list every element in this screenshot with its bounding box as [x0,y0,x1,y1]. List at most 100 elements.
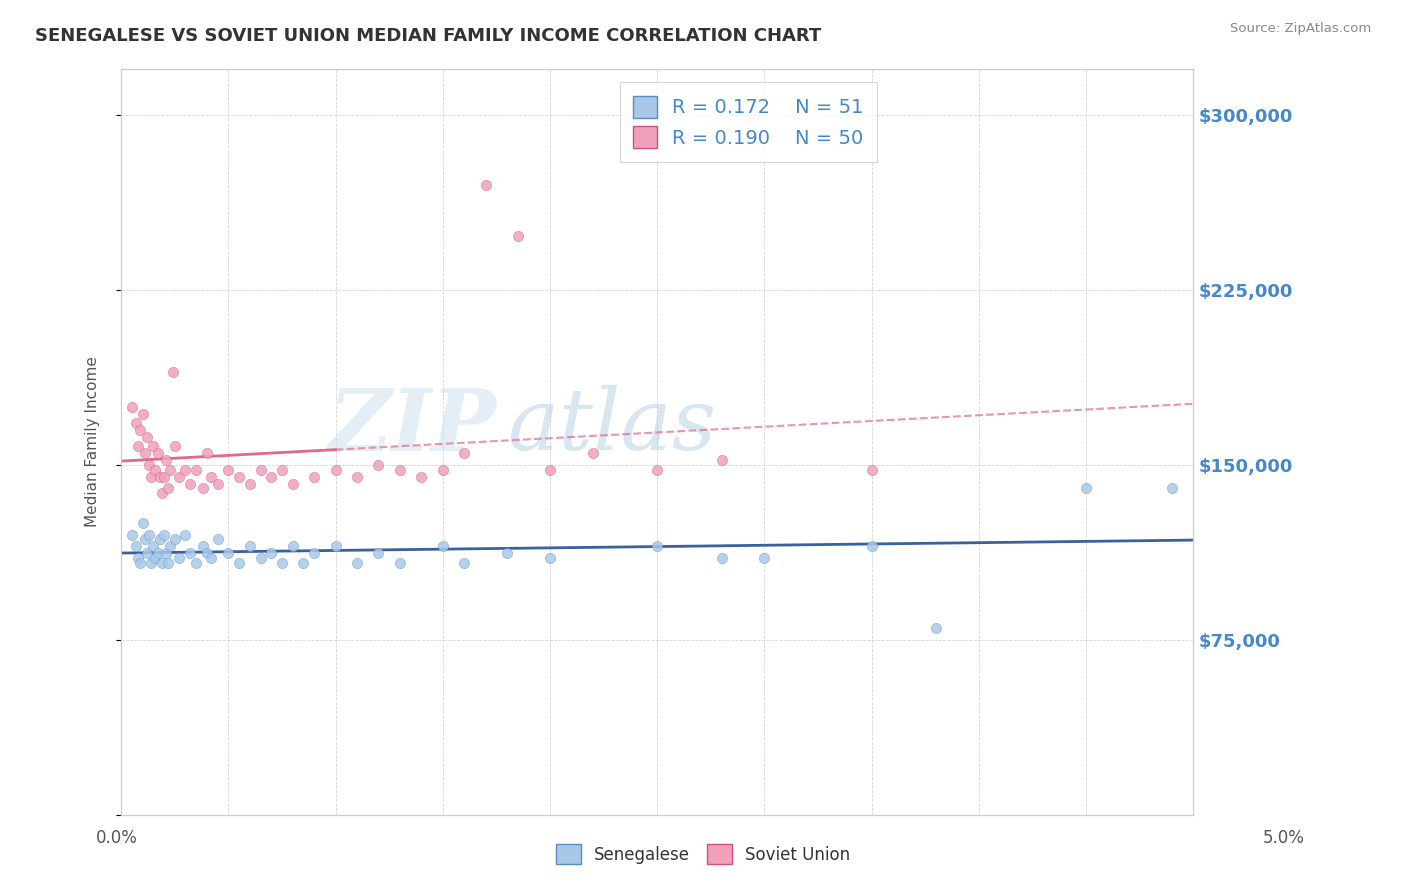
Point [432,462,454,476]
Point [159,462,181,476]
Point [129,556,152,570]
Point [207,476,229,491]
Point [207,533,229,547]
Point [186,462,208,476]
Text: Source: ZipAtlas.com: Source: ZipAtlas.com [1230,22,1371,36]
Point [281,476,304,491]
Point [710,551,733,566]
Point [367,458,389,472]
Point [127,439,149,453]
Point [346,556,368,570]
Point [1074,481,1097,495]
Point [125,540,148,554]
Point [249,462,271,476]
Point [228,469,250,483]
Point [186,556,208,570]
Point [155,546,177,560]
Point [754,551,776,566]
Point [159,540,181,554]
Point [150,556,173,570]
Point [127,551,149,566]
Point [129,423,152,437]
Point [271,556,294,570]
Text: SENEGALESE VS SOVIET UNION MEDIAN FAMILY INCOME CORRELATION CHART: SENEGALESE VS SOVIET UNION MEDIAN FAMILY… [35,27,821,45]
Point [134,446,156,460]
Y-axis label: Median Family Income: Median Family Income [86,356,100,527]
Point [155,453,177,467]
Point [1160,481,1182,495]
Point [131,407,153,421]
Point [645,540,668,554]
Text: 0.0%: 0.0% [96,829,138,847]
Point [582,446,605,460]
Point [141,556,163,570]
Point [121,528,143,542]
Point [217,546,239,560]
Point [167,551,190,566]
Point [121,400,143,414]
Point [453,446,475,460]
Point [200,469,222,483]
Point [388,462,411,476]
Point [249,551,271,566]
Point [146,446,169,460]
Text: 5.0%: 5.0% [1263,829,1305,847]
Point [260,546,283,560]
Point [860,540,883,554]
Point [710,453,733,467]
Point [167,469,190,483]
Point [141,469,163,483]
Point [496,546,519,560]
Point [538,551,561,566]
Point [271,462,294,476]
Legend: R = 0.172    N = 51, R = 0.190    N = 50: R = 0.172 N = 51, R = 0.190 N = 50 [620,82,877,161]
Point [179,546,201,560]
Point [228,556,250,570]
Point [149,533,172,547]
Point [260,469,283,483]
Point [145,551,167,566]
Point [195,546,218,560]
Point [239,476,262,491]
Point [125,416,148,430]
Point [150,486,173,500]
Point [134,533,156,547]
Point [146,546,169,560]
Point [135,430,157,444]
Point [174,462,197,476]
Point [239,540,262,554]
Point [153,528,176,542]
Point [302,546,325,560]
Point [191,481,214,495]
Point [162,365,184,379]
Point [325,462,347,476]
Point [411,469,433,483]
Point [367,546,389,560]
Text: ZIP: ZIP [329,384,496,468]
Point [163,439,186,453]
Point [157,556,180,570]
Point [138,528,160,542]
Point [142,439,165,453]
Point [325,540,347,554]
Point [281,540,304,554]
Point [453,556,475,570]
Point [925,621,948,635]
Point [217,462,239,476]
Point [153,469,176,483]
Point [200,551,222,566]
Point [145,462,167,476]
Point [157,481,180,495]
Point [860,462,883,476]
Point [538,462,561,476]
Text: atlas: atlas [508,385,716,468]
Point [191,540,214,554]
Point [179,476,201,491]
Point [388,556,411,570]
Point [142,540,165,554]
Point [195,446,218,460]
Point [302,469,325,483]
Legend: Senegalese, Soviet Union: Senegalese, Soviet Union [550,838,856,871]
Point [346,469,368,483]
Point [645,462,668,476]
